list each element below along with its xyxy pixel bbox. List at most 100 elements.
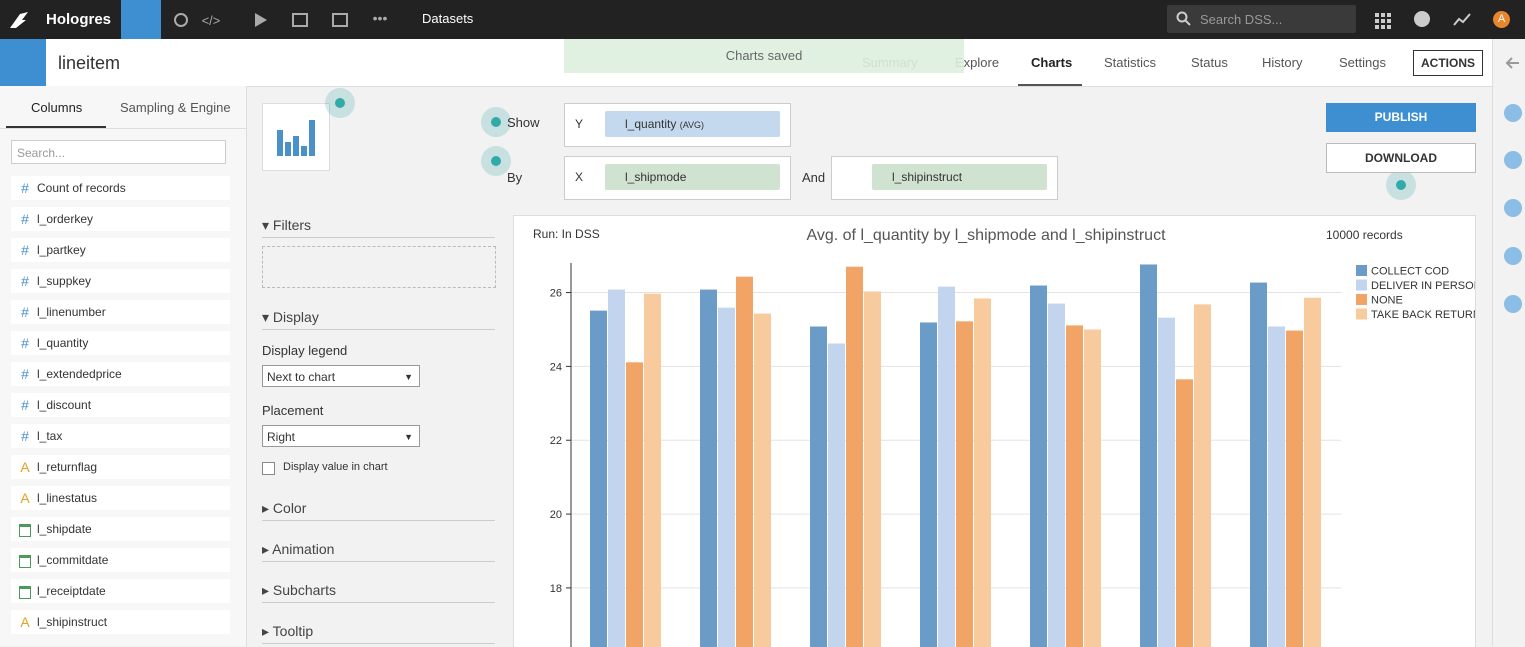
y-pill[interactable]: l_quantity (AVG): [605, 111, 780, 137]
x-drop: X l_shipmode: [564, 156, 791, 200]
bar: [1030, 285, 1047, 647]
y-tick-label: 18: [550, 583, 562, 595]
publish-button[interactable]: PUBLISH: [1326, 103, 1476, 132]
column-item[interactable]: # l_orderkey: [11, 207, 230, 231]
column-item[interactable]: l_receiptdate: [11, 579, 230, 603]
column-name: l_returnflag: [37, 460, 98, 474]
rail-icons: [1504, 57, 1522, 313]
column-item[interactable]: l_shipdate: [11, 517, 230, 541]
column-name: l_tax: [37, 429, 63, 443]
checkbox-label: Display value in chart: [283, 461, 388, 473]
legend-swatch: [1356, 265, 1367, 276]
section-header[interactable]: ▸ Subcharts: [262, 582, 495, 603]
option-label: Placement: [262, 403, 324, 418]
column-item[interactable]: l_commitdate: [11, 548, 230, 572]
axis-letter[interactable]: X: [575, 170, 584, 184]
section-header[interactable]: ▸ Color: [262, 500, 495, 521]
hint-dot: [1386, 170, 1416, 200]
type-icon: #: [21, 335, 29, 351]
tab[interactable]: Explore: [955, 55, 1000, 70]
bar: [1176, 379, 1193, 647]
chart: Avg. of l_quantity by l_shipmode and l_s…: [550, 227, 1475, 647]
legend-swatch: [1356, 294, 1367, 305]
record-count: 10000 records: [1326, 228, 1403, 242]
column-search[interactable]: Search...: [11, 140, 226, 164]
column-name: l_partkey: [37, 243, 86, 257]
bar: [754, 313, 771, 647]
type-icon: A: [20, 490, 30, 506]
tab[interactable]: History: [1262, 55, 1303, 70]
column-name: l_shipinstruct: [37, 615, 108, 629]
date-icon: [19, 555, 31, 568]
column-item[interactable]: # l_discount: [11, 393, 230, 417]
axis-letter[interactable]: Y: [575, 117, 584, 131]
column-name: l_linenumber: [37, 305, 106, 319]
column-name: l_suppkey: [37, 274, 92, 288]
search-box[interactable]: Search DSS...: [1167, 5, 1356, 33]
hint-dot: [481, 146, 511, 176]
app-name[interactable]: Hologres: [46, 11, 112, 28]
avatar[interactable]: A: [1493, 11, 1510, 28]
download-button[interactable]: DOWNLOAD: [1326, 143, 1476, 173]
tab[interactable]: Settings: [1339, 55, 1386, 70]
search-placeholder: Search...: [17, 146, 66, 160]
column-item[interactable]: # Count of records: [11, 176, 230, 200]
bar: [974, 298, 991, 647]
bar: [1048, 303, 1065, 647]
flow-icon[interactable]: [121, 0, 161, 39]
actions-button[interactable]: ACTIONS: [1413, 50, 1483, 76]
bar: [700, 289, 717, 647]
type-icon: #: [21, 428, 29, 444]
bar: [1304, 297, 1321, 647]
type-icon: #: [21, 242, 29, 258]
legend-swatch: [1356, 308, 1367, 320]
column-name: l_extendedprice: [37, 367, 122, 381]
top-bar: Hologres </> ••• Datasets Search DSS... …: [0, 0, 1525, 39]
type-icon: #: [21, 304, 29, 320]
section-header[interactable]: ▾ Display: [262, 309, 495, 330]
section-header[interactable]: ▾ Filters: [262, 217, 495, 238]
chart-panel: Run: In DSS 10000 records Avg. of l_quan…: [513, 215, 1476, 647]
tab[interactable]: Status: [1191, 55, 1228, 70]
column-item[interactable]: # l_quantity: [11, 331, 230, 355]
select-value: Next to chart: [267, 370, 336, 384]
legend-select[interactable]: Next to chart ▼: [262, 365, 420, 387]
tab[interactable]: Columns: [31, 100, 83, 115]
column-name: l_shipdate: [37, 522, 92, 536]
section-header[interactable]: ▸ Tooltip: [262, 623, 495, 644]
nav-section[interactable]: Datasets: [422, 11, 474, 26]
by-label: By: [507, 170, 523, 185]
placement-select[interactable]: Right ▼: [262, 425, 420, 447]
x-pill[interactable]: l_shipmode: [605, 164, 780, 190]
tab[interactable]: Sampling & Engine: [120, 100, 231, 115]
column-item[interactable]: # l_linenumber: [11, 300, 230, 324]
section-header[interactable]: ▸ Animation: [262, 541, 495, 562]
column-item[interactable]: # l_suppkey: [11, 269, 230, 293]
legend-swatch: [1356, 279, 1367, 291]
column-item[interactable]: # l_extendedprice: [11, 362, 230, 386]
tab[interactable]: Charts: [1031, 55, 1073, 70]
checkbox[interactable]: [262, 462, 275, 475]
tab[interactable]: Statistics: [1104, 55, 1157, 70]
hint-dot: [325, 88, 355, 118]
logo: [10, 12, 28, 28]
bar: [626, 362, 643, 647]
type-icon: #: [21, 180, 29, 196]
column-name: l_receiptdate: [37, 584, 106, 598]
y-tick-label: 20: [550, 509, 562, 521]
column-item[interactable]: # l_partkey: [11, 238, 230, 262]
hint-dot: [481, 107, 511, 137]
section-title: Animation: [272, 541, 335, 557]
select-value: Right: [267, 430, 296, 444]
bar: [736, 276, 753, 647]
run-label: Run: In DSS: [533, 227, 600, 241]
color-pill[interactable]: l_shipinstruct: [872, 164, 1047, 190]
svg-text:•••: •••: [373, 10, 388, 26]
section-title: Display: [272, 309, 319, 325]
bar: [1066, 325, 1083, 647]
chart-type-picker[interactable]: [262, 103, 330, 171]
column-item[interactable]: # l_tax: [11, 424, 230, 448]
